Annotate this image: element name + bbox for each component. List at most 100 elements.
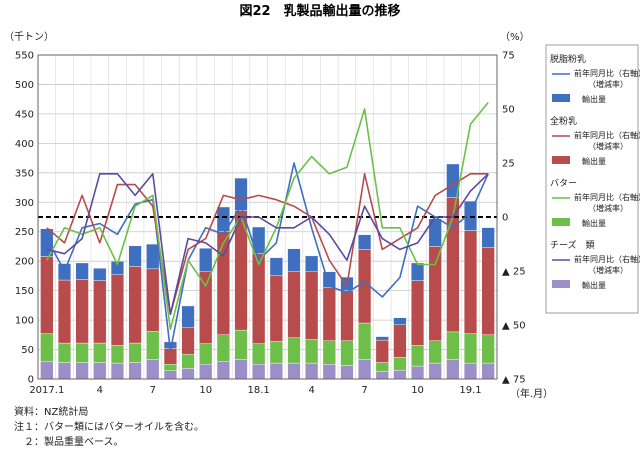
bar-wmp [252, 253, 266, 344]
bar-cheese [428, 362, 442, 380]
legend-line-sublabel: （増減率） [588, 141, 628, 151]
left-tick-label: 200 [15, 257, 34, 268]
bar-cheese [110, 362, 124, 380]
bar-cheese [93, 362, 107, 380]
bar-smp [146, 243, 160, 270]
bar-cheese [393, 369, 407, 380]
bar-wmp [146, 268, 160, 332]
chart-title: 図22 乳製品輸出量の推移 [239, 3, 400, 19]
bar-wmp [93, 280, 107, 344]
bar-cheese [57, 362, 72, 380]
x-tick-label: 7 [361, 385, 367, 396]
x-tick-label: 10 [411, 385, 424, 396]
bar-wmp [40, 256, 54, 334]
bar-wmp [375, 339, 389, 363]
bar-cheese [269, 362, 283, 380]
left-tick-label: 150 [15, 286, 34, 297]
legend-group-title: チーズ 類 [550, 239, 595, 251]
bar-smp [75, 262, 89, 280]
bar-smp [269, 257, 283, 276]
bar-wmp [269, 275, 283, 342]
bar-butter [93, 342, 107, 363]
legend-line-label: 前年同月比（右軸） [574, 68, 640, 78]
bar-cheese [40, 361, 54, 380]
bar-smp [128, 245, 142, 267]
left-tick-label: 550 [15, 51, 34, 62]
bar-smp [199, 248, 213, 272]
bar-cheese [75, 362, 89, 380]
bar-wmp [322, 287, 336, 341]
right-tick-label: 25 [502, 159, 515, 170]
bar-butter [340, 340, 354, 366]
bar-wmp [128, 266, 142, 344]
source-note: 資料：NZ統計局 [14, 407, 89, 418]
bar-butter [75, 342, 89, 363]
legend-bar-label: 輸出量 [582, 218, 606, 228]
bar-cheese [411, 365, 425, 380]
bar-butter [57, 342, 72, 363]
bar-butter [146, 331, 160, 360]
bar-cheese [481, 362, 495, 380]
legend-line-label: 前年同月比（右軸） [574, 192, 640, 202]
left-tick-label: 500 [15, 80, 34, 91]
bar-wmp [75, 279, 89, 344]
bar-cheese [216, 361, 230, 380]
bar-butter [428, 340, 442, 364]
legend-bar-label: 輸出量 [582, 280, 606, 290]
x-tick-label: 18.1 [248, 385, 270, 396]
bar-cheese [358, 359, 372, 380]
bar-smp [481, 227, 495, 248]
bar-butter [411, 345, 425, 367]
note-1: 注１：バター類にはバターオイルを含む。 [14, 422, 204, 433]
right-tick-label: ▲ 50 [502, 321, 526, 332]
legend-line-label: 前年同月比（右軸） [574, 130, 640, 140]
bar-smp [305, 255, 319, 272]
bar-butter [446, 331, 460, 360]
bar-marks [40, 163, 495, 380]
x-tick-label: 19.1 [459, 385, 481, 396]
legend-line-label: 前年同月比（右軸） [574, 254, 640, 264]
bar-cheese [146, 359, 160, 380]
bar-cheese [446, 359, 460, 380]
bar-smp [181, 305, 195, 328]
bar-smp [358, 234, 372, 250]
bar-butter [269, 341, 283, 364]
left-tick-label: 250 [15, 227, 34, 238]
right-tick-label: 0 [502, 213, 508, 224]
bar-wmp [340, 290, 354, 341]
bar-wmp [463, 230, 478, 334]
bar-smp [216, 206, 230, 232]
right-axis-unit: （%） [500, 31, 530, 43]
bar-cheese [340, 365, 354, 380]
x-tick-label: 4 [308, 385, 314, 396]
bar-smp [287, 248, 301, 272]
bar-wmp [181, 327, 195, 355]
x-axis-unit: （年.月） [510, 387, 553, 400]
legend-bar-swatch [552, 218, 570, 226]
bar-cheese [163, 370, 177, 380]
legend-group-title: 脱脂粉乳 [550, 53, 586, 65]
legend-group-title: バター [550, 178, 577, 189]
legend-box [545, 44, 639, 314]
bar-butter [287, 337, 301, 364]
right-tick-label: 50 [502, 105, 515, 116]
bar-smp [375, 336, 389, 341]
bar-butter [322, 340, 336, 365]
bar-wmp [305, 271, 319, 340]
bar-wmp [199, 271, 213, 344]
line-marks [38, 101, 497, 352]
x-tick-label: 10 [199, 385, 212, 396]
bar-smp [411, 262, 425, 281]
bar-butter [216, 334, 230, 362]
bar-smp [252, 226, 266, 254]
legend: 脱脂粉乳前年同月比（右軸）（増減率）輸出量全粉乳前年同月比（右軸）（増減率）輸出… [545, 44, 640, 314]
bar-cheese [287, 362, 301, 380]
line-butter_yoy [46, 101, 489, 331]
bar-smp [234, 177, 248, 211]
bar-cheese [322, 364, 336, 380]
bar-wmp [428, 246, 442, 341]
legend-bar-swatch [552, 156, 570, 164]
bar-cheese [375, 371, 389, 380]
bar-cheese [463, 362, 478, 380]
legend-bar-swatch [552, 280, 570, 288]
